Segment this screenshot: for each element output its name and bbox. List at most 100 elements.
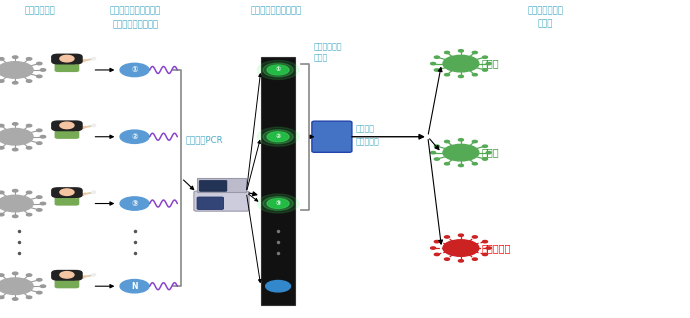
Circle shape (12, 272, 18, 275)
Circle shape (12, 148, 18, 151)
Circle shape (12, 215, 18, 218)
FancyBboxPatch shape (312, 121, 352, 152)
Circle shape (37, 62, 42, 65)
Text: フロー: フロー (325, 124, 339, 133)
Circle shape (444, 51, 449, 54)
Text: ③: ③ (275, 201, 281, 206)
Circle shape (26, 80, 32, 82)
FancyBboxPatch shape (55, 127, 79, 139)
Circle shape (482, 56, 488, 58)
Circle shape (267, 65, 289, 75)
Circle shape (257, 60, 299, 80)
Circle shape (443, 55, 479, 72)
Circle shape (58, 121, 76, 129)
Circle shape (434, 158, 440, 160)
Circle shape (0, 124, 4, 127)
Circle shape (263, 63, 293, 77)
Circle shape (434, 145, 440, 147)
Circle shape (267, 132, 289, 142)
FancyBboxPatch shape (51, 121, 83, 131)
Circle shape (26, 191, 32, 194)
Text: メータ: メータ (325, 140, 339, 149)
Circle shape (443, 144, 479, 161)
Circle shape (12, 123, 18, 125)
Circle shape (60, 189, 74, 195)
FancyBboxPatch shape (51, 270, 83, 281)
Text: 従来株: 従来株 (482, 148, 500, 158)
Circle shape (482, 145, 488, 147)
Circle shape (40, 135, 46, 138)
Circle shape (458, 50, 464, 52)
Circle shape (37, 142, 42, 144)
Circle shape (458, 234, 464, 236)
Circle shape (458, 164, 464, 167)
Circle shape (482, 240, 488, 243)
Circle shape (0, 191, 4, 194)
Circle shape (458, 75, 464, 78)
Circle shape (257, 194, 299, 213)
Circle shape (26, 274, 32, 276)
Circle shape (37, 129, 42, 132)
Circle shape (0, 278, 33, 294)
Circle shape (12, 56, 18, 59)
Circle shape (40, 69, 46, 71)
Text: 「変異株」: 「変異株」 (482, 243, 511, 253)
Circle shape (269, 66, 287, 74)
Circle shape (58, 188, 76, 196)
Circle shape (26, 213, 32, 216)
Text: ①: ① (275, 67, 281, 73)
FancyBboxPatch shape (55, 193, 79, 206)
Circle shape (257, 127, 299, 146)
Circle shape (443, 240, 479, 256)
Circle shape (473, 162, 477, 165)
Circle shape (269, 199, 287, 208)
Circle shape (431, 62, 435, 65)
Circle shape (482, 69, 488, 71)
Circle shape (0, 213, 4, 216)
Circle shape (120, 197, 149, 210)
Circle shape (120, 280, 149, 293)
Circle shape (486, 62, 491, 65)
Circle shape (434, 69, 440, 71)
Circle shape (12, 190, 18, 192)
Circle shape (266, 280, 290, 292)
Circle shape (444, 258, 449, 260)
Text: まとめて: まとめて (356, 124, 375, 133)
Circle shape (434, 253, 440, 256)
Circle shape (486, 247, 491, 249)
Text: 陽性だとビーズが光る: 陽性だとビーズが光る (250, 6, 302, 15)
Text: まとめてPCR: まとめてPCR (186, 135, 223, 144)
Circle shape (0, 80, 4, 82)
FancyBboxPatch shape (197, 197, 224, 210)
Circle shape (58, 54, 76, 63)
Circle shape (60, 272, 74, 278)
Circle shape (26, 147, 32, 149)
Circle shape (0, 62, 33, 78)
Text: 分ける: 分ける (538, 19, 553, 28)
Text: サイト: サイト (325, 132, 339, 141)
Circle shape (431, 151, 435, 154)
Circle shape (26, 58, 32, 60)
Circle shape (0, 128, 33, 145)
Text: 遣伝子解析: 遣伝子解析 (356, 137, 380, 146)
Circle shape (37, 279, 42, 281)
Circle shape (444, 162, 449, 165)
Text: 従来株: 従来株 (482, 59, 500, 69)
Circle shape (60, 122, 74, 129)
Circle shape (120, 63, 149, 77)
Circle shape (473, 236, 477, 238)
Circle shape (37, 75, 42, 78)
Circle shape (12, 298, 18, 300)
Circle shape (473, 51, 477, 54)
Polygon shape (197, 178, 246, 192)
Circle shape (37, 196, 42, 198)
FancyBboxPatch shape (55, 60, 79, 72)
Text: マイクロビーズに捕捉: マイクロビーズに捕捉 (110, 6, 161, 15)
Circle shape (26, 296, 32, 299)
Circle shape (263, 130, 293, 144)
Text: ③: ③ (131, 199, 138, 208)
Circle shape (482, 158, 488, 160)
Circle shape (482, 253, 488, 256)
Circle shape (473, 258, 477, 260)
Circle shape (0, 274, 4, 276)
